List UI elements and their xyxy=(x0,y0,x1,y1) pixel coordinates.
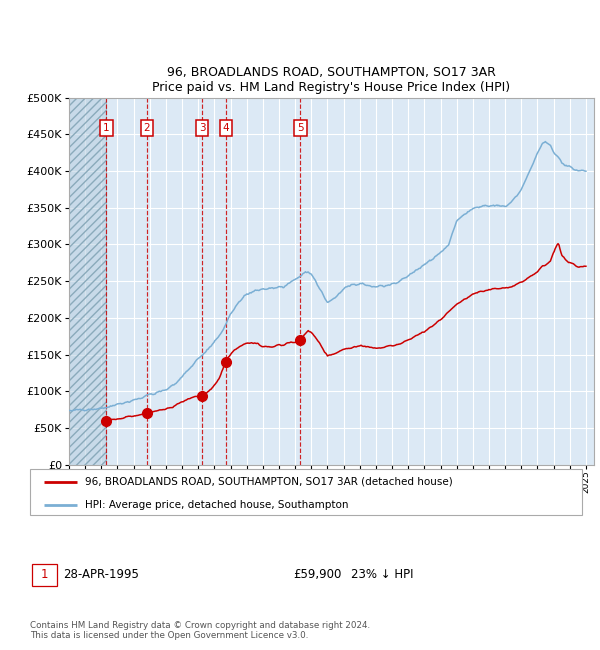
Text: 2: 2 xyxy=(144,123,151,133)
Text: £59,900: £59,900 xyxy=(293,568,342,581)
Text: 4: 4 xyxy=(223,123,229,133)
Text: 5: 5 xyxy=(297,123,304,133)
Text: 3: 3 xyxy=(199,123,206,133)
FancyBboxPatch shape xyxy=(30,469,582,515)
Title: 96, BROADLANDS ROAD, SOUTHAMPTON, SO17 3AR
Price paid vs. HM Land Registry's Hou: 96, BROADLANDS ROAD, SOUTHAMPTON, SO17 3… xyxy=(152,66,511,94)
Text: 23% ↓ HPI: 23% ↓ HPI xyxy=(351,568,413,581)
Text: 28-APR-1995: 28-APR-1995 xyxy=(63,568,139,581)
Bar xyxy=(69,98,106,465)
Text: 1: 1 xyxy=(41,568,48,581)
Bar xyxy=(69,98,106,465)
Text: 96, BROADLANDS ROAD, SOUTHAMPTON, SO17 3AR (detached house): 96, BROADLANDS ROAD, SOUTHAMPTON, SO17 3… xyxy=(85,476,453,487)
Text: HPI: Average price, detached house, Southampton: HPI: Average price, detached house, Sout… xyxy=(85,500,349,510)
Text: Contains HM Land Registry data © Crown copyright and database right 2024.
This d: Contains HM Land Registry data © Crown c… xyxy=(30,621,370,640)
Text: 1: 1 xyxy=(103,123,110,133)
